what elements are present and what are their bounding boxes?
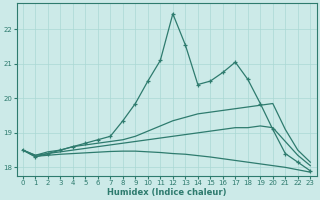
X-axis label: Humidex (Indice chaleur): Humidex (Indice chaleur)	[107, 188, 226, 197]
